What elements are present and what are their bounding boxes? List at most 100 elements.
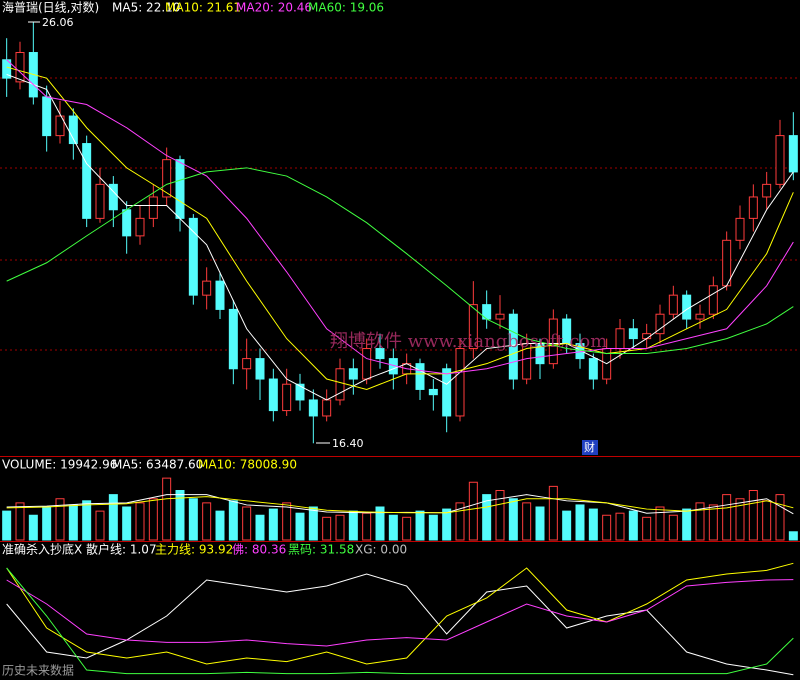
volume-bar	[602, 514, 612, 541]
series-line	[6, 73, 794, 401]
volume-bar	[255, 514, 265, 541]
candle-body	[735, 217, 745, 241]
event-marker-box	[582, 440, 598, 455]
legend-label: XG: 0.00	[355, 543, 407, 557]
legend-label: MA10: 21.61	[165, 1, 241, 15]
volume-bar	[242, 506, 252, 541]
volume-bar	[55, 498, 65, 541]
candle-body	[682, 294, 692, 320]
candle-body	[335, 368, 345, 401]
candle-body	[695, 313, 705, 320]
volume-bar	[695, 502, 705, 541]
candle-body	[175, 159, 185, 219]
volume-bar	[95, 510, 105, 541]
volume-bar	[642, 516, 652, 541]
legend-label: 黑码: 31.58	[288, 543, 354, 557]
series-line	[6, 562, 794, 665]
volume-bar	[282, 502, 292, 541]
volume-bar	[762, 500, 772, 541]
chart-title: 海普瑞(日线,对数)	[2, 0, 99, 15]
candle-body	[508, 313, 518, 380]
candle-body	[228, 308, 238, 370]
candle-body	[628, 328, 638, 340]
volume-bar	[148, 498, 158, 541]
candle-body	[55, 115, 65, 137]
volume-bar	[388, 514, 398, 541]
legend-label: 佛: 80.36	[232, 543, 286, 557]
volume-bar	[722, 494, 732, 541]
legend-label: MA5: 63487.60	[112, 458, 203, 472]
series-line	[6, 579, 794, 647]
volume-bar	[495, 490, 505, 541]
candle-body	[255, 358, 265, 380]
volume-bar	[335, 514, 345, 541]
candle-body	[788, 135, 798, 173]
series-line	[6, 59, 794, 375]
candle-body	[122, 209, 132, 237]
candle-body	[68, 115, 78, 145]
candle-body	[762, 183, 772, 198]
candle-body	[82, 143, 92, 219]
candle-body	[268, 378, 278, 412]
volume-bar	[175, 490, 185, 541]
candle-body	[415, 363, 425, 390]
candle-body	[548, 318, 558, 365]
volume-bar	[735, 498, 745, 541]
volume-bar	[28, 514, 38, 541]
legend-label: MA60: 19.06	[308, 1, 384, 15]
candle-body	[428, 388, 438, 396]
candle-body	[495, 313, 505, 320]
volume-bar	[682, 508, 692, 541]
legend-label: 主力线: 93.92	[155, 543, 233, 557]
volume-bar	[362, 512, 372, 541]
high-annotation: 26.06	[42, 16, 74, 29]
candle-body	[375, 348, 385, 360]
candle-body	[775, 135, 785, 185]
volume-bar	[562, 510, 572, 541]
candle-body	[668, 294, 678, 315]
candle-body	[748, 196, 758, 219]
volume-bar	[308, 506, 318, 541]
volume-bar	[2, 510, 12, 541]
candle-body	[442, 368, 452, 417]
candle-body	[202, 280, 212, 296]
candle-body	[588, 358, 598, 380]
candle-body	[308, 399, 318, 417]
indicator-title: 准确杀入抄底X	[2, 542, 82, 557]
volume-bar	[428, 514, 438, 541]
grid	[0, 77, 800, 542]
volume-bar	[535, 506, 545, 541]
watermark: 翔博软件 www.xiangbosoft.com	[330, 331, 607, 352]
volume-bar	[348, 510, 358, 541]
candle-body	[655, 313, 665, 335]
volume-bar	[215, 510, 225, 541]
volume-legend: VOLUME: 19942.96	[2, 458, 117, 472]
volume-bar	[442, 508, 452, 541]
volume-bar	[68, 504, 78, 541]
volume-bar	[122, 506, 132, 541]
volume-bar	[615, 512, 625, 541]
legend-label: 散户线: 1.07	[86, 542, 157, 557]
candle-body	[708, 285, 718, 315]
candle-body	[242, 358, 252, 370]
candle-body	[295, 383, 305, 401]
candle-body	[322, 399, 332, 417]
legend-label: MA20: 20.46	[236, 1, 312, 15]
volume-bar	[455, 502, 465, 541]
volume-bar	[188, 498, 198, 541]
footer-note: 历史未来数据	[2, 663, 74, 678]
volume-bar	[322, 516, 332, 541]
series-line	[6, 167, 794, 355]
candle-body	[42, 96, 52, 137]
volume-bar	[135, 502, 145, 541]
volume-bar	[575, 504, 585, 541]
candle-body	[282, 383, 292, 412]
volume-bar	[228, 500, 238, 541]
volume-bar	[402, 516, 412, 541]
volume-bar	[162, 477, 172, 541]
series-line	[6, 66, 794, 390]
event-marker: 财	[584, 440, 595, 454]
series-line	[6, 567, 794, 675]
volume-bar	[295, 512, 305, 541]
